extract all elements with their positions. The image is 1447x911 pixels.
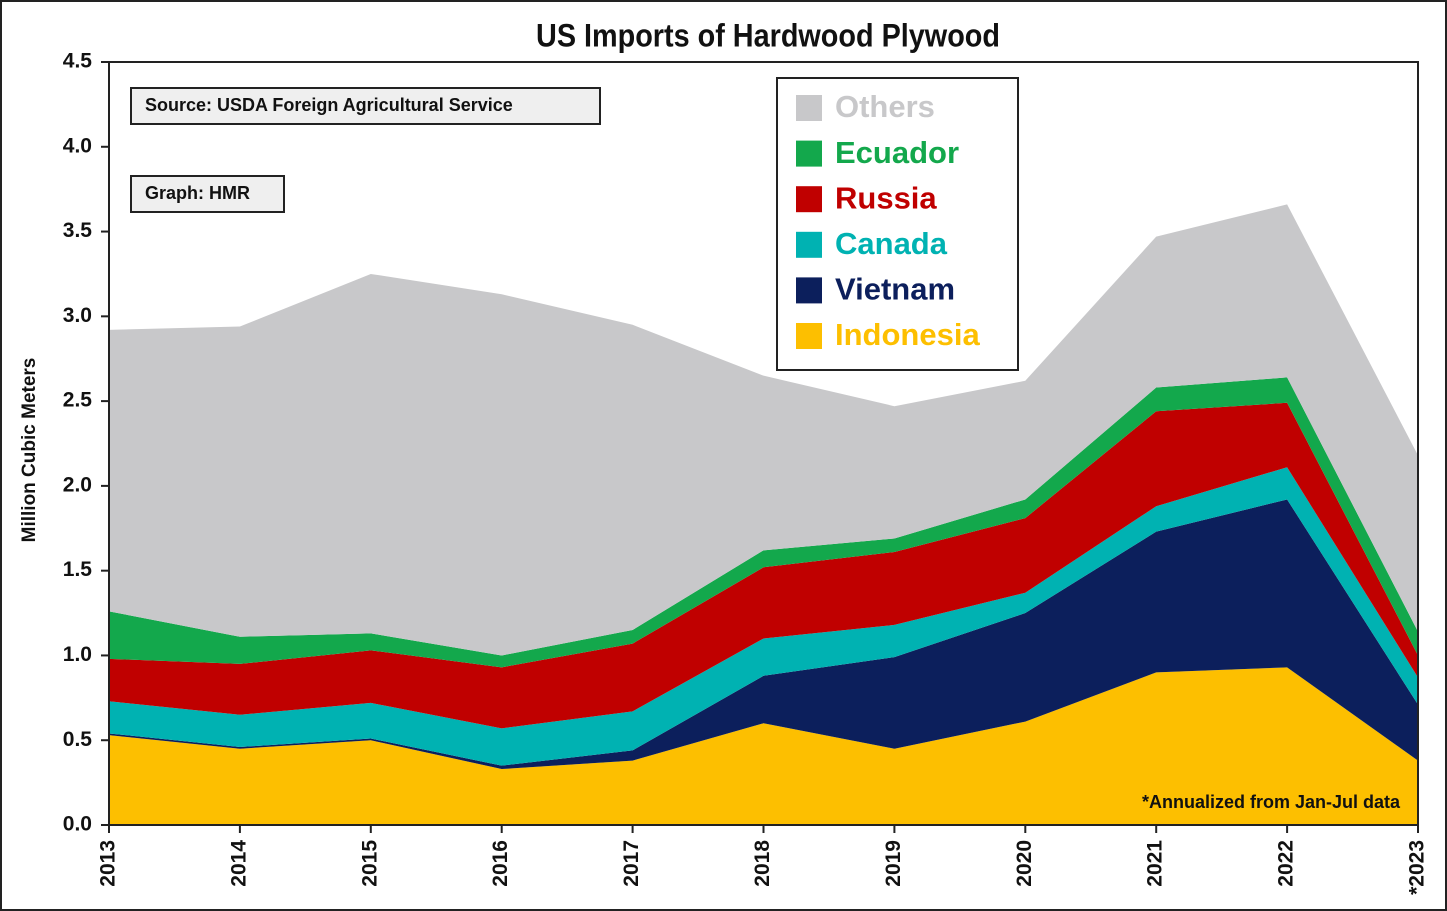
area <box>109 667 1418 825</box>
y-tick-label: 2.5 <box>63 389 93 412</box>
legend-swatch <box>796 277 822 304</box>
legend-swatch <box>796 231 822 258</box>
y-axis-label: Million Cubic Meters <box>19 358 40 543</box>
area <box>109 402 1418 729</box>
legend-label: Canada <box>835 226 948 261</box>
legend-label: Others <box>835 89 935 124</box>
x-tick-label: 2019 <box>882 840 905 887</box>
y-tick-label: 4.5 <box>63 50 93 73</box>
legend-swatch <box>796 140 822 167</box>
area <box>109 467 1418 766</box>
x-tick-label: 2013 <box>97 840 120 887</box>
legend <box>776 77 1019 371</box>
legend-swatch <box>796 186 822 213</box>
y-tick-label: 1.5 <box>63 558 93 581</box>
x-tick-label: 2018 <box>751 840 774 887</box>
annotation-box <box>130 87 601 125</box>
x-tick-label: 2017 <box>620 840 643 887</box>
area <box>109 377 1418 668</box>
y-tick-label: 0.0 <box>63 813 92 836</box>
x-tick-label: 2016 <box>489 840 512 887</box>
legend-label: Indonesia <box>835 317 980 352</box>
y-tick-label: 0.5 <box>63 728 93 751</box>
legend-label: Russia <box>835 180 937 215</box>
x-tick-label: 2014 <box>227 840 250 887</box>
legend-label: Vietnam <box>835 272 955 307</box>
y-tick-label: 3.0 <box>63 304 92 327</box>
x-tick-label: 2020 <box>1013 840 1036 887</box>
footnote: *Annualized from Jan-Jul data <box>1142 792 1401 812</box>
x-tick-label: 2015 <box>358 840 381 887</box>
legend-swatch <box>796 323 822 349</box>
y-tick-label: 1.0 <box>63 643 92 666</box>
x-tick-label: 2021 <box>1144 840 1167 887</box>
annotation-box <box>130 175 285 213</box>
x-tick-label: 2022 <box>1275 840 1298 887</box>
y-tick-label: 2.0 <box>63 473 92 496</box>
area <box>109 499 1418 770</box>
y-tick-label: 3.5 <box>63 219 93 242</box>
y-tick-label: 4.0 <box>63 134 92 157</box>
legend-swatch <box>796 95 822 121</box>
x-tick-label: *2023 <box>1406 840 1429 895</box>
area <box>109 204 1418 656</box>
annotation: Graph: HMR <box>145 183 250 203</box>
plot-area <box>109 204 1418 825</box>
chart-title: US Imports of Hardwood Plywood <box>536 18 1000 54</box>
legend-label: Ecuador <box>835 135 959 170</box>
annotation: Source: USDA Foreign Agricultural Servic… <box>145 95 513 115</box>
